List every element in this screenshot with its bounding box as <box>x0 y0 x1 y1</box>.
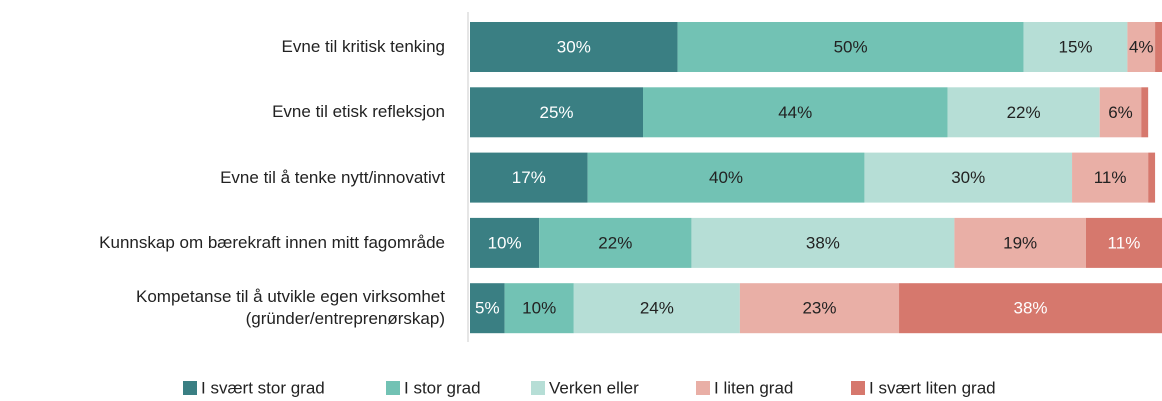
bar-segment <box>643 87 948 138</box>
bar-segment <box>1155 22 1162 72</box>
legend-label: Verken eller <box>549 378 639 397</box>
bar-segment <box>470 152 588 203</box>
data-label: 25% <box>539 103 573 122</box>
data-label: 6% <box>1108 103 1133 122</box>
category-label: Kompetanse til å utvikle egen virksomhet… <box>136 287 445 329</box>
bar-segment <box>470 87 643 138</box>
bar-segment <box>470 283 505 334</box>
data-label: 30% <box>951 168 985 187</box>
data-label: 5% <box>475 299 500 318</box>
legend-swatch <box>531 381 545 395</box>
bar-segment <box>1072 152 1149 203</box>
legend-label: I svært stor grad <box>201 378 325 397</box>
legend-swatch <box>183 381 197 395</box>
bar-segment <box>691 217 955 268</box>
category-label: Kunnskap om bærekraft innen mitt fagområ… <box>99 232 445 252</box>
bar-segment <box>573 283 740 334</box>
legend-label: I stor grad <box>404 378 481 397</box>
data-label: 11% <box>1108 233 1141 252</box>
bar-segment <box>504 283 574 334</box>
bar-segment <box>947 87 1100 138</box>
data-label: 38% <box>1014 299 1048 318</box>
category-label: Evne til etisk refleksjon <box>272 102 445 122</box>
legend-label: I liten grad <box>714 378 793 397</box>
data-label: 50% <box>834 37 868 56</box>
data-label: 10% <box>488 233 522 252</box>
data-label: 24% <box>640 299 674 318</box>
bar-segment <box>539 217 692 268</box>
data-label: 22% <box>1007 103 1041 122</box>
bar-segment <box>1127 22 1156 72</box>
bar-segment <box>899 283 1162 334</box>
bar-segment <box>587 152 865 203</box>
data-label: 38% <box>806 233 840 252</box>
bar-segment <box>677 22 1024 72</box>
bar-segment <box>954 217 1086 268</box>
data-label: 23% <box>802 299 836 318</box>
bar-segment <box>1023 22 1128 72</box>
data-label: 30% <box>557 37 591 56</box>
legend-label: I svært liten grad <box>869 378 996 397</box>
bar-segment <box>470 217 540 268</box>
data-label: 40% <box>709 168 743 187</box>
bar-segment <box>1148 152 1156 203</box>
bar-segment <box>1085 217 1162 268</box>
legend-swatch <box>696 381 710 395</box>
bar-segment <box>1141 87 1149 138</box>
bar-segment <box>864 152 1073 203</box>
category-label: Evne til å tenke nytt/innovativt <box>220 167 445 187</box>
data-label: 19% <box>1003 233 1037 252</box>
data-label: 4% <box>1129 37 1154 56</box>
data-label: 11% <box>1094 168 1127 187</box>
data-label: 15% <box>1058 37 1092 56</box>
data-label: 22% <box>598 233 632 252</box>
data-label: 17% <box>512 168 546 187</box>
data-label: 10% <box>522 299 556 318</box>
bar-segment <box>739 283 900 334</box>
category-label: Evne til kritisk tenking <box>281 37 445 56</box>
data-label: 44% <box>778 103 812 122</box>
legend-swatch <box>386 381 400 395</box>
legend-swatch <box>851 381 865 395</box>
bar-segment <box>1099 87 1142 138</box>
bar-segment <box>470 22 678 72</box>
